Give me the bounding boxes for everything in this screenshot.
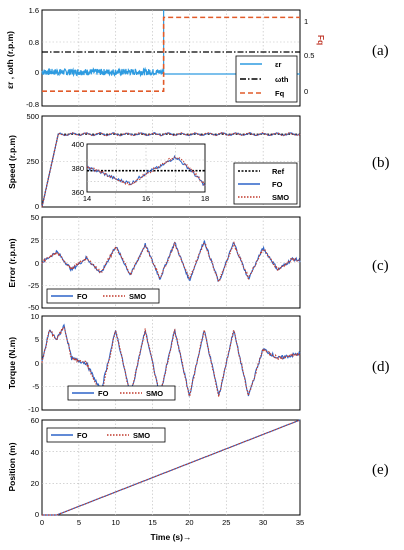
ytick-d-2: 0 [35,359,39,368]
x-ticks: 0 5 10 15 20 25 30 35 [40,518,304,527]
legend-e-0: FO [77,431,88,440]
ylabel-c: Error (r.p.m) [7,238,17,287]
series-epsilon-r [41,66,165,78]
y2tick-a-1: 0.5 [304,51,314,60]
ytick-a-2: 0 [35,68,39,77]
ytick-c-1: 25 [31,236,39,245]
legend-b-1: FO [272,180,283,189]
lines-b [41,131,301,208]
legend-a-1: ωth [275,75,289,84]
ylabel-a: εr , ωth (r.p.m) [5,31,15,89]
inset-xtick-2: 18 [201,194,209,203]
lines-d [41,323,301,398]
xtick-7: 35 [296,518,304,527]
legend-b: Ref FO SMO [233,162,298,205]
xtick-1: 5 [77,518,81,527]
ytick-d-4: -10 [28,405,39,414]
legend-c-1: SMO [129,292,146,301]
lines-e [42,419,301,516]
legend-a: εr ωth Fq [235,55,298,103]
ytick-b-2: 0 [35,202,39,211]
series-smo-d [41,325,301,398]
ylabel-e: Position (m) [7,442,17,491]
ytick-d-3: -5 [32,382,39,391]
series-smo-e [42,419,301,516]
legend-c: FO SMO [46,288,160,304]
ytick-c-4: -50 [28,303,39,312]
legend-a-0: εr [275,60,282,69]
ytick-b-1: 250 [26,157,39,166]
legend-b-0: Ref [272,167,285,176]
inset-ytick-1: 380 [71,164,84,173]
legend-d-0: FO [98,389,109,398]
legend-b-2: SMO [272,193,289,202]
ytick-e-1: 40 [31,448,39,457]
ytick-e-3: 0 [35,510,39,519]
ytick-c-2: 0 [35,259,39,268]
inset-ytick-0: 400 [71,140,84,149]
legend-d: FO SMO [67,385,176,401]
legend-a-2: Fq [275,89,285,98]
ytick-a-0: 1.6 [29,6,39,15]
inset-xtick-1: 16 [142,194,150,203]
ytick-d-0: 10 [31,312,39,321]
inset-ytick-2: 360 [71,188,84,197]
y2tick-a-2: 0 [304,87,308,96]
legend-e-1: SMO [133,431,150,440]
series-smo [41,131,301,208]
panel-e: Position (m) 60 40 20 0 FO SMO (e) [7,416,389,519]
inset-grid [87,144,205,192]
inset-lines [86,154,206,187]
y2label-a: Fq [316,35,326,45]
ytick-b-0: 500 [26,112,39,121]
xtick-3: 15 [148,518,156,527]
panel-tag-c: (c) [372,258,389,274]
ytick-e-0: 60 [31,416,39,425]
y2tick-a-0: 1 [304,17,308,26]
grid-e [42,420,300,515]
inset-b: 400 380 360 14 16 18 [71,140,209,203]
ylabel-b: Speed (r.p.m) [7,135,17,189]
xtick-0: 0 [40,518,44,527]
panel-tag-e: (e) [372,462,389,478]
legend-c-0: FO [77,292,88,301]
series-fq [42,16,300,93]
ytick-a-3: -0.8 [26,100,39,109]
legend-e: FO SMO [46,427,166,443]
legend-d-1: SMO [146,389,163,398]
ytick-a-1: 0.8 [29,38,39,47]
panel-d: Torque (N.m) 10 5 0 -5 -10 FO SMO (d) [7,312,390,414]
panel-b: Speed (r.p.m) 500 250 0 400 380 360 14 1… [7,112,390,211]
lines-c [41,240,301,283]
panel-c: Error (r.p.m) 50 25 0 -25 -50 FO SMO (c) [7,213,389,312]
panel-tag-d: (d) [372,359,390,375]
xtick-2: 10 [112,518,120,527]
panel-tag-b: (b) [372,155,390,171]
series-smo-c [41,240,301,283]
ytick-e-2: 20 [31,479,39,488]
ytick-c-0: 50 [31,213,39,222]
panel-tag-a: (a) [372,43,389,59]
xtick-4: 20 [185,518,193,527]
inset-xtick-0: 14 [83,194,91,203]
ytick-c-3: -25 [28,281,39,290]
ylabel-d: Torque (N.m) [7,337,17,389]
x-axis-label: Time (s)→ [151,532,192,542]
xtick-5: 25 [222,518,230,527]
xtick-6: 30 [259,518,267,527]
panel-a: εr , ωth (r.p.m) Fq 1.6 0.8 0 -0.8 1 0.5… [5,6,389,109]
ytick-d-1: 5 [35,335,39,344]
